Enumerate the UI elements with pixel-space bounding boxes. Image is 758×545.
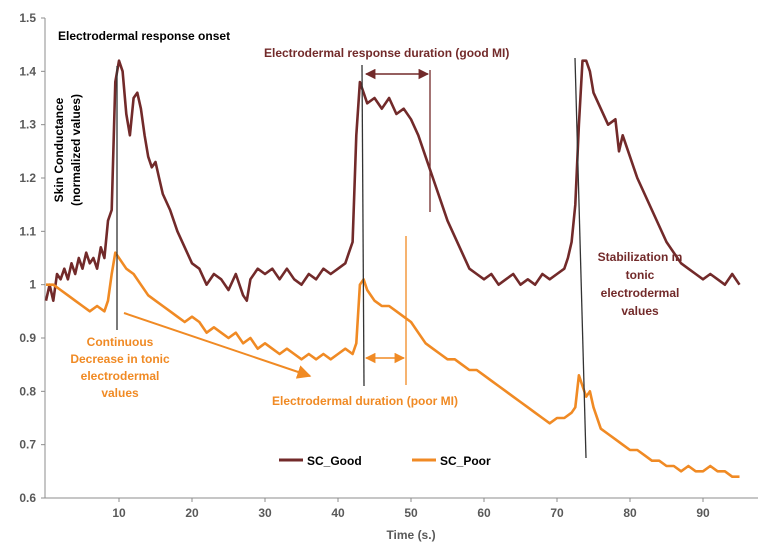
onset-marker-line	[361, 64, 365, 387]
annotation-tonic-decrease-line: Decrease in tonic	[70, 352, 170, 366]
x-tick-label: 10	[112, 506, 126, 520]
legend-label: SC_Good	[307, 454, 362, 468]
y-tick-label: 0.8	[19, 384, 36, 398]
x-axis-label: Time (s.)	[386, 528, 435, 542]
annotation-poor-duration: Electrodermal duration (poor MI)	[272, 394, 458, 408]
x-tick-label: 50	[404, 506, 418, 520]
x-tick-label: 60	[477, 506, 491, 520]
series-line-sc-good	[44, 59, 741, 302]
annotation-onset: Electrodermal response onset	[58, 29, 230, 43]
x-tick-label: 20	[185, 506, 199, 520]
y-axis-label-line: (normalized values)	[69, 94, 83, 206]
y-tick-label: 1	[29, 278, 36, 292]
annotation-stabilization-line: Stabilization in	[598, 250, 683, 264]
x-tick-label: 40	[331, 506, 345, 520]
y-tick-label: 0.7	[19, 438, 36, 452]
annotation-tonic-decrease-line: Continuous	[87, 335, 154, 349]
legend-label: SC_Poor	[440, 454, 491, 468]
y-axis-label-line: Skin Conductance	[52, 97, 66, 202]
annotation-good-duration: Electrodermal response duration (good MI…	[264, 46, 509, 60]
annotation-tonic-decrease-line: electrodermal	[81, 369, 160, 383]
annotation-stabilization-line: electrodermal	[601, 286, 680, 300]
x-tick-label: 30	[258, 506, 272, 520]
onset-marker-line	[574, 57, 587, 459]
x-tick-label: 80	[623, 506, 637, 520]
annotation-stabilization-line: values	[621, 304, 659, 318]
y-tick-label: 0.9	[19, 331, 36, 345]
y-tick-label: 1.5	[19, 11, 36, 25]
annotation-tonic-decrease-line: values	[101, 386, 139, 400]
y-tick-label: 1.4	[19, 64, 36, 78]
x-tick-label: 90	[696, 506, 710, 520]
tonic-decrease-arrow	[123, 312, 312, 379]
y-tick-label: 1.3	[19, 118, 36, 132]
y-tick-label: 1.1	[19, 224, 36, 238]
x-tick-label: 70	[550, 506, 564, 520]
series-line-sc-poor	[46, 251, 740, 478]
annotation-stabilization-line: tonic	[626, 268, 655, 282]
y-tick-label: 1.2	[19, 171, 36, 185]
y-tick-label: 0.6	[19, 491, 36, 505]
